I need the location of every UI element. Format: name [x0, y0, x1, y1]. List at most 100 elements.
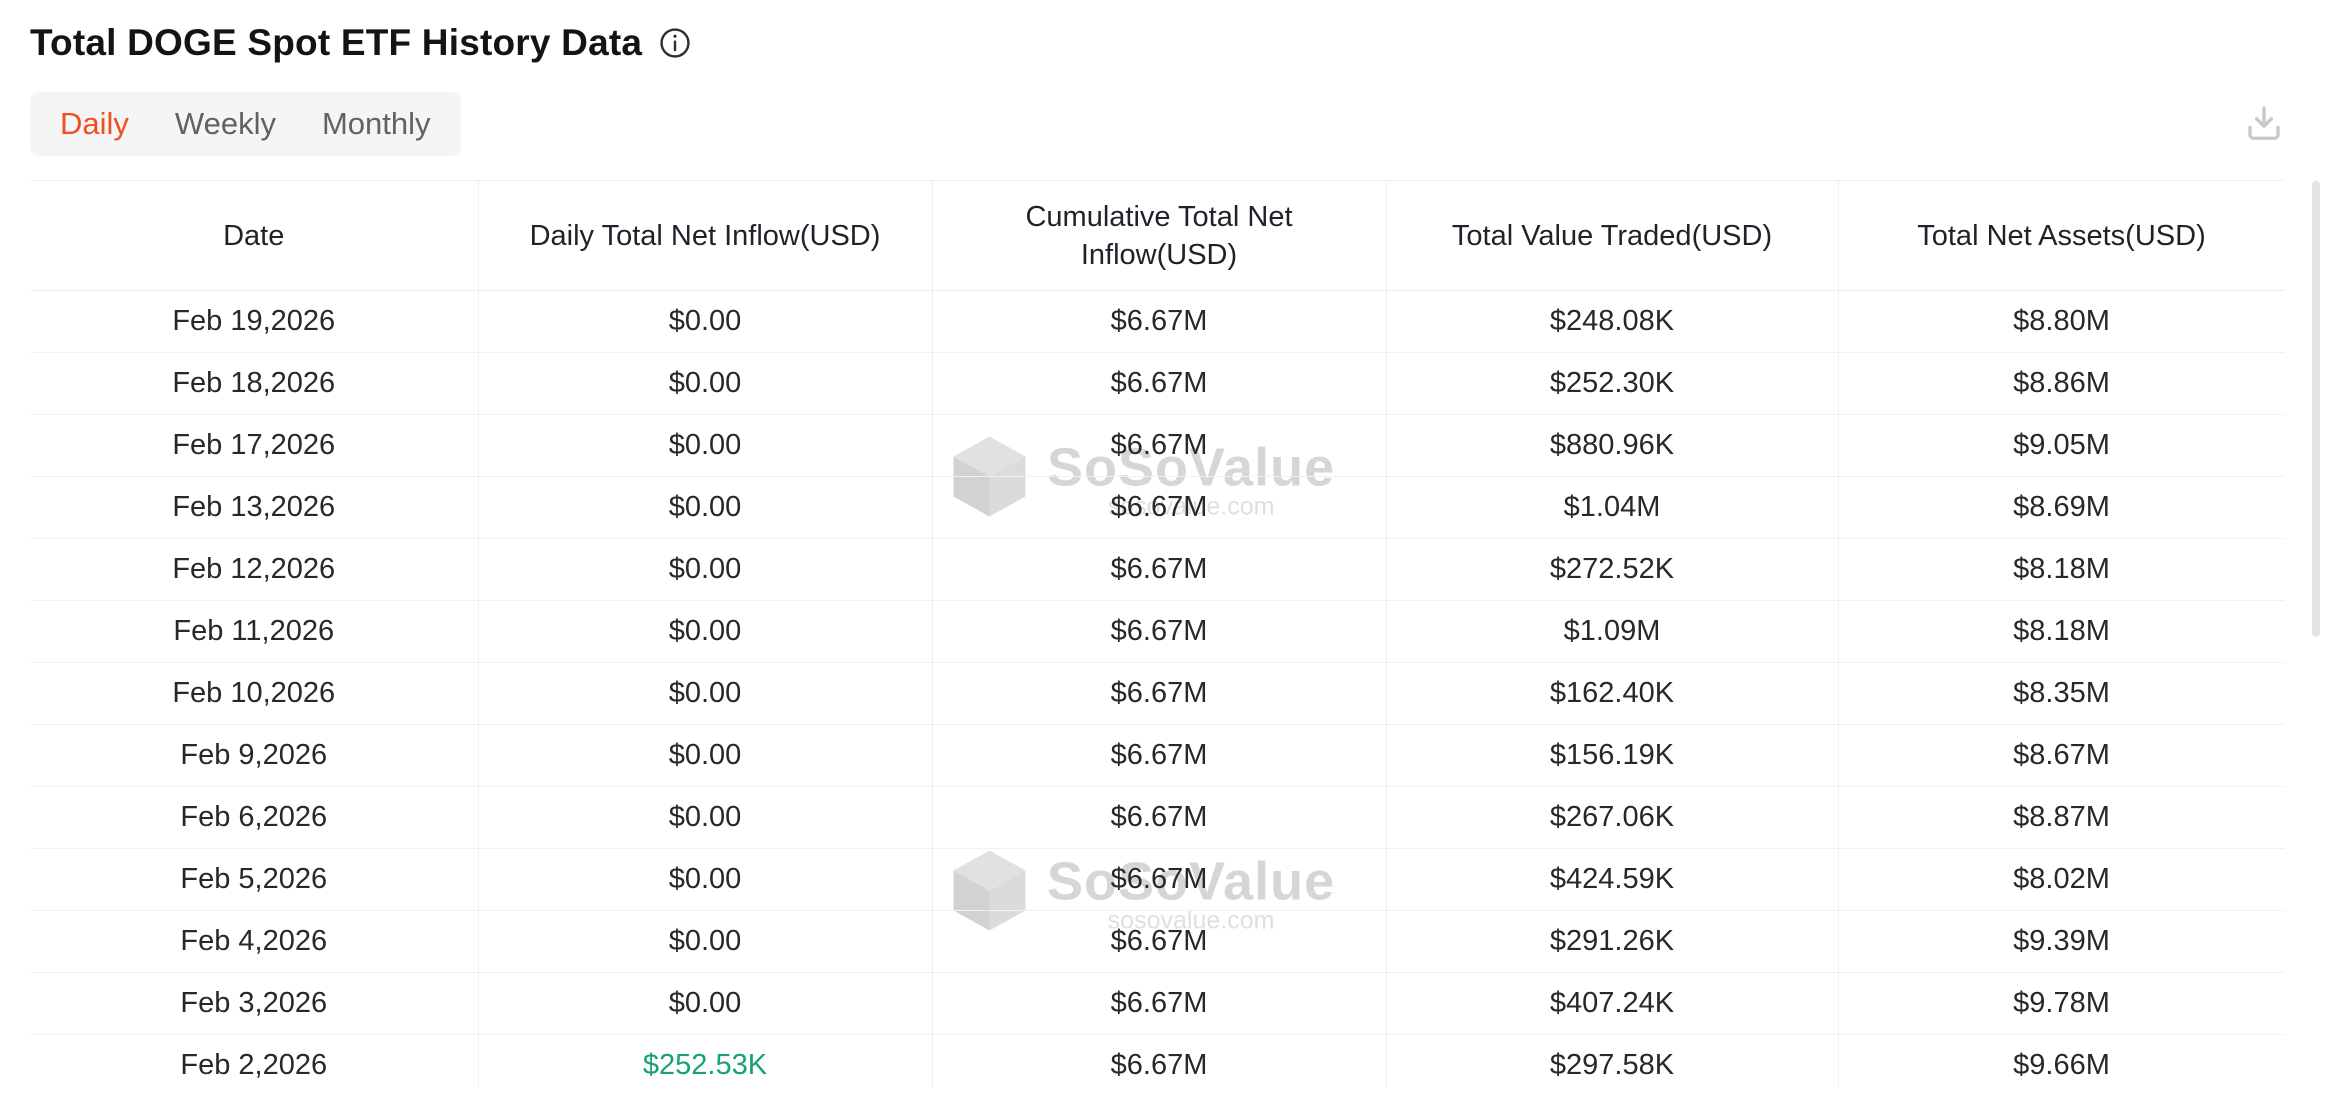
date-cell: Feb 17,2026 — [30, 414, 479, 477]
page-title: Total DOGE Spot ETF History Data — [30, 22, 643, 63]
daily-inflow-cell: $0.00 — [478, 662, 933, 725]
date-cell: Feb 12,2026 — [30, 538, 479, 601]
date-cell: Feb 9,2026 — [30, 724, 479, 787]
table-row: Feb 18,2026 $0.00 $6.67M $252.30K $8.86M — [30, 352, 2285, 415]
table-row: Feb 2,2026 $252.53K $6.67M $297.58K $9.66M — [30, 1034, 2285, 1087]
net-assets-cell: $8.86M — [1838, 352, 2285, 415]
date-cell: Feb 19,2026 — [30, 290, 479, 353]
net-assets-cell: $9.66M — [1838, 1034, 2285, 1087]
table-row: Feb 12,2026 $0.00 $6.67M $272.52K $8.18M — [30, 538, 2285, 601]
tab-monthly[interactable]: Monthly — [321, 106, 431, 141]
net-assets-cell: $8.69M — [1838, 476, 2285, 539]
net-assets-cell: $9.39M — [1838, 910, 2285, 973]
table-body: Feb 19,2026 $0.00 $6.67M $248.08K $8.80M Feb … — [30, 290, 2285, 1087]
net-assets-cell: $8.87M — [1838, 786, 2285, 849]
date-cell: Feb 18,2026 — [30, 352, 479, 415]
net-assets-cell: $8.67M — [1838, 724, 2285, 787]
vertical-scrollbar-thumb[interactable] — [2312, 181, 2320, 637]
daily-inflow-cell: $0.00 — [478, 476, 933, 539]
column-header-net-assets: Total Net Assets(USD) — [1838, 180, 2285, 291]
table-row: Feb 4,2026 $0.00 $6.67M $291.26K $9.39M — [30, 910, 2285, 973]
value-traded-cell: $252.30K — [1386, 352, 1839, 415]
daily-inflow-cell: $0.00 — [478, 600, 933, 663]
cumulative-inflow-cell: $6.67M — [932, 290, 1387, 353]
value-traded-cell: $291.26K — [1386, 910, 1839, 973]
daily-inflow-cell: $0.00 — [478, 910, 933, 973]
net-assets-cell: $8.02M — [1838, 848, 2285, 911]
date-cell: Feb 11,2026 — [30, 600, 479, 663]
cumulative-inflow-cell: $6.67M — [932, 662, 1387, 725]
download-button[interactable] — [2243, 102, 2285, 147]
date-cell: Feb 3,2026 — [30, 972, 479, 1035]
net-assets-cell: $9.05M — [1838, 414, 2285, 477]
toolbar: Daily Weekly Monthly — [30, 92, 2285, 156]
value-traded-cell: $1.09M — [1386, 600, 1839, 663]
date-cell: Feb 10,2026 — [30, 662, 479, 725]
table-row: Feb 19,2026 $0.00 $6.67M $248.08K $8.80M — [30, 290, 2285, 353]
table-row: Feb 11,2026 $0.00 $6.67M $1.09M $8.18M — [30, 600, 2285, 663]
value-traded-cell: $156.19K — [1386, 724, 1839, 787]
column-header-value-traded: Total Value Traded(USD) — [1386, 180, 1839, 291]
column-header-daily-inflow: Daily Total Net Inflow(USD) — [478, 180, 933, 291]
value-traded-cell: $267.06K — [1386, 786, 1839, 849]
date-cell: Feb 2,2026 — [30, 1034, 479, 1087]
value-traded-cell: $272.52K — [1386, 538, 1839, 601]
title-row: Total DOGE Spot ETF History Data — [30, 22, 2285, 64]
cumulative-inflow-cell: $6.67M — [932, 414, 1387, 477]
date-cell: Feb 6,2026 — [30, 786, 479, 849]
net-assets-cell: $8.80M — [1838, 290, 2285, 353]
daily-inflow-cell: $0.00 — [478, 290, 933, 353]
daily-inflow-cell: $0.00 — [478, 972, 933, 1035]
cumulative-inflow-cell: $6.67M — [932, 352, 1387, 415]
value-traded-cell: $248.08K — [1386, 290, 1839, 353]
table-area: SoSoValue sosovalue.com SoSoValue sosova… — [30, 180, 2285, 1087]
table-header-row: Date Daily Total Net Inflow(USD) Cumulat… — [30, 180, 2285, 291]
daily-inflow-cell: $0.00 — [478, 414, 933, 477]
value-traded-cell: $1.04M — [1386, 476, 1839, 539]
cumulative-inflow-cell: $6.67M — [932, 972, 1387, 1035]
cumulative-inflow-cell: $6.67M — [932, 786, 1387, 849]
period-tabs: Daily Weekly Monthly — [30, 92, 461, 156]
table-row: Feb 10,2026 $0.00 $6.67M $162.40K $8.35M — [30, 662, 2285, 725]
table-row: Feb 13,2026 $0.00 $6.67M $1.04M $8.69M — [30, 476, 2285, 539]
value-traded-cell: $424.59K — [1386, 848, 1839, 911]
cumulative-inflow-cell: $6.67M — [932, 848, 1387, 911]
cumulative-inflow-cell: $6.67M — [932, 724, 1387, 787]
table-header: Date Daily Total Net Inflow(USD) Cumulat… — [30, 180, 2285, 291]
table-row: Feb 5,2026 $0.00 $6.67M $424.59K $8.02M — [30, 848, 2285, 911]
date-cell: Feb 5,2026 — [30, 848, 479, 911]
table-row: Feb 17,2026 $0.00 $6.67M $880.96K $9.05M — [30, 414, 2285, 477]
daily-inflow-cell: $0.00 — [478, 538, 933, 601]
tab-daily[interactable]: Daily — [60, 106, 129, 141]
cumulative-inflow-cell: $6.67M — [932, 538, 1387, 601]
daily-inflow-cell: $252.53K — [478, 1034, 933, 1087]
net-assets-cell: $9.78M — [1838, 972, 2285, 1035]
download-icon — [2243, 102, 2285, 147]
date-cell: Feb 4,2026 — [30, 910, 479, 973]
table-row: Feb 6,2026 $0.00 $6.67M $267.06K $8.87M — [30, 786, 2285, 849]
cumulative-inflow-cell: $6.67M — [932, 1034, 1387, 1087]
daily-inflow-cell: $0.00 — [478, 352, 933, 415]
value-traded-cell: $162.40K — [1386, 662, 1839, 725]
column-header-date: Date — [30, 180, 479, 291]
info-icon[interactable] — [658, 26, 692, 60]
daily-inflow-cell: $0.00 — [478, 848, 933, 911]
net-assets-cell: $8.35M — [1838, 662, 2285, 725]
daily-inflow-cell: $0.00 — [478, 786, 933, 849]
net-assets-cell: $8.18M — [1838, 538, 2285, 601]
cumulative-inflow-cell: $6.67M — [932, 600, 1387, 663]
cumulative-inflow-cell: $6.67M — [932, 476, 1387, 539]
value-traded-cell: $297.58K — [1386, 1034, 1839, 1087]
net-assets-cell: $8.18M — [1838, 600, 2285, 663]
value-traded-cell: $880.96K — [1386, 414, 1839, 477]
etf-history-table: Date Daily Total Net Inflow(USD) Cumulat… — [30, 180, 2285, 1087]
cumulative-inflow-cell: $6.67M — [932, 910, 1387, 973]
tab-weekly[interactable]: Weekly — [174, 106, 276, 141]
column-header-cumulative-inflow: Cumulative Total Net Inflow(USD) — [932, 180, 1387, 291]
table-row: Feb 3,2026 $0.00 $6.67M $407.24K $9.78M — [30, 972, 2285, 1035]
value-traded-cell: $407.24K — [1386, 972, 1839, 1035]
table-row: Feb 9,2026 $0.00 $6.67M $156.19K $8.67M — [30, 724, 2285, 787]
date-cell: Feb 13,2026 — [30, 476, 479, 539]
daily-inflow-cell: $0.00 — [478, 724, 933, 787]
